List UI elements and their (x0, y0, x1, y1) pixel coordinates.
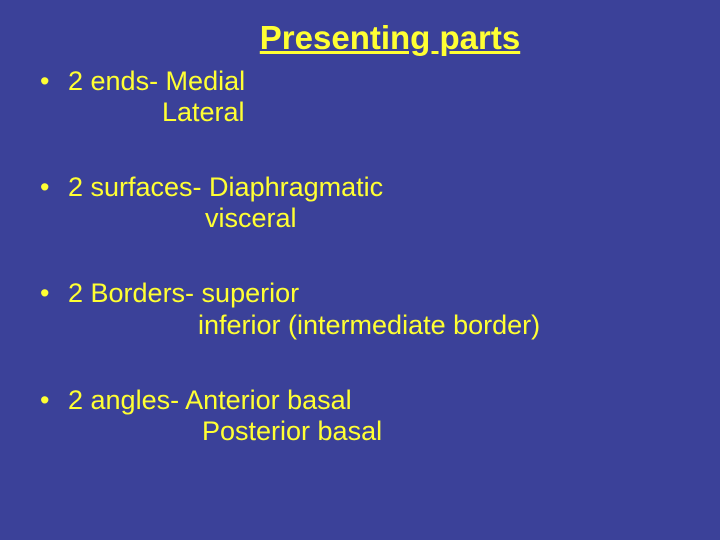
bullet-text: 2 angles- Anterior basal (68, 385, 352, 416)
bullet-group-1: • 2 surfaces- Diaphragmatic visceral (40, 172, 680, 234)
bullet-group-0: • 2 ends- Medial Lateral (40, 66, 680, 128)
bullet-row: • 2 surfaces- Diaphragmatic (40, 172, 680, 203)
bullet-text: 2 ends- Medial (68, 66, 245, 97)
bullet-row: • 2 ends- Medial (40, 66, 680, 97)
slide: Presenting parts • 2 ends- Medial Latera… (0, 0, 720, 540)
bullet-group-3: • 2 angles- Anterior basal Posterior bas… (40, 385, 680, 447)
bullet-subline: Lateral (40, 97, 680, 128)
bullet-subline: visceral (40, 203, 680, 234)
slide-title: Presenting parts (40, 20, 680, 56)
bullet-subline: Posterior basal (40, 416, 680, 447)
bullet-row: • 2 angles- Anterior basal (40, 385, 680, 416)
bullet-subline: inferior (intermediate border) (40, 310, 680, 341)
bullet-icon: • (40, 385, 68, 416)
bullet-icon: • (40, 66, 68, 97)
bullet-row: • 2 Borders- superior (40, 278, 680, 309)
bullet-icon: • (40, 278, 68, 309)
bullet-text: 2 Borders- superior (68, 278, 299, 309)
bullet-icon: • (40, 172, 68, 203)
bullet-group-2: • 2 Borders- superior inferior (intermed… (40, 278, 680, 340)
bullet-text: 2 surfaces- Diaphragmatic (68, 172, 383, 203)
